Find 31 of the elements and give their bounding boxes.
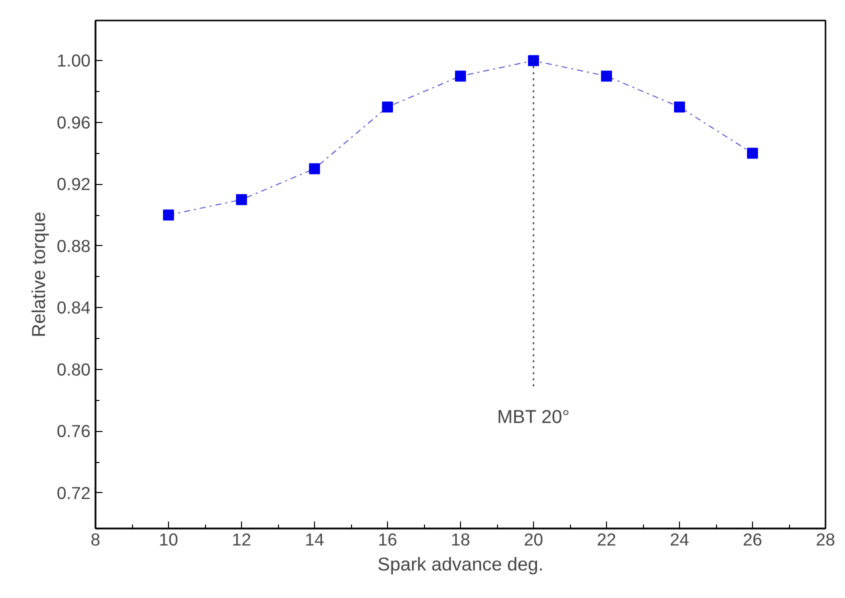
x-tick-label: 20 [524, 530, 544, 550]
point [382, 101, 393, 112]
point [674, 101, 685, 112]
y-tick-label: 0.72 [56, 482, 91, 503]
point [309, 163, 320, 174]
point [528, 55, 539, 66]
point [163, 210, 174, 221]
y-tick-label: 0.92 [56, 174, 91, 194]
point [236, 194, 247, 206]
y-tick-label: 1.00 [56, 50, 91, 71]
x-tick-label: 22 [596, 530, 616, 550]
x-axis-title: Spark advance deg. [378, 554, 544, 574]
y-tick-label: 0.80 [56, 359, 91, 380]
y-axis-title: Relative torque [28, 212, 49, 338]
x-tick-label: 26 [742, 530, 762, 550]
y-tick-label: 0.88 [56, 236, 91, 256]
x-tick-label: 24 [670, 530, 690, 550]
y-tick-label: 0.76 [56, 421, 91, 442]
x-tick-label: 8 [90, 530, 100, 550]
x-tick-label: 16 [378, 530, 398, 550]
point [747, 148, 758, 159]
point [601, 70, 612, 82]
x-tick-label: 14 [304, 530, 324, 550]
x-tick-label: 12 [232, 530, 252, 550]
x-tick-label: 18 [450, 530, 470, 550]
x-tick-label: 10 [158, 530, 178, 550]
y-tick-label: 0.96 [56, 112, 91, 132]
x-tick-label: 28 [816, 530, 836, 550]
ref-line-label: MBT 20° [497, 406, 570, 427]
point [455, 70, 466, 82]
y-tick-label: 0.84 [56, 298, 91, 318]
